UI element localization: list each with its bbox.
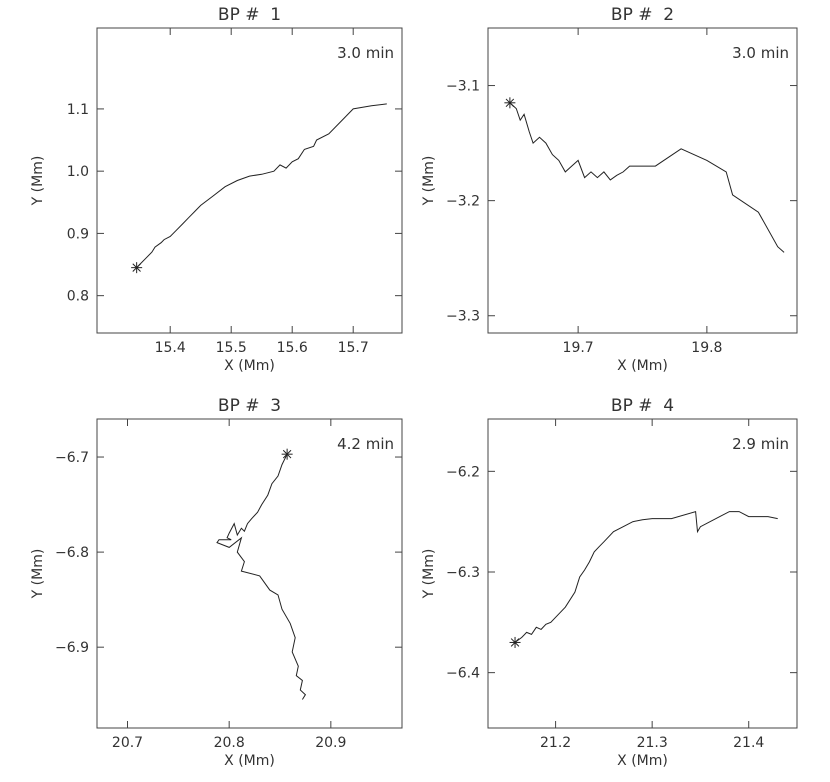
y-axis-label: Y (Mm) [30,156,46,207]
y-tick-label: 0.8 [67,289,89,305]
y-tick-label: −6.7 [55,450,89,466]
start-marker-asterisk [504,97,516,109]
y-tick-label: −3.3 [446,309,480,325]
x-tick-label: 20.9 [315,735,346,751]
plot-frame [487,418,798,729]
duration-label: 4.2 min [337,435,394,453]
start-marker-asterisk [131,262,143,274]
x-tick-label: 15.5 [216,340,247,356]
x-tick-label: 21.3 [637,735,668,751]
trajectory-line [136,103,387,268]
trajectory-line [509,102,785,253]
x-tick-label: 21.4 [733,735,764,751]
duration-label: 3.0 min [337,44,394,62]
panel-title: BP # 1 [218,5,281,25]
y-tick-label: 1.0 [67,164,89,180]
x-axis-label: X (Mm) [224,753,275,769]
y-tick-label: −6.4 [446,666,480,682]
plot-frame [487,27,798,334]
duration-label: 2.9 min [732,435,789,453]
x-tick-label: 15.7 [338,340,369,356]
trajectory-line [514,510,778,643]
y-axis-label: Y (Mm) [421,549,437,600]
x-tick-label: 15.6 [277,340,308,356]
plot-frame [96,418,403,729]
y-tick-label: 1.1 [67,102,89,118]
y-axis-label: Y (Mm) [30,549,46,600]
start-marker-asterisk [509,636,521,648]
panel-title: BP # 2 [611,5,674,25]
duration-label: 3.0 min [732,44,789,62]
y-tick-label: −6.9 [55,640,89,656]
y-tick-label: 0.9 [67,226,89,242]
start-marker-asterisk [281,448,293,460]
panel-bp-2: 19.7 19.8 −3.1 −3.2 −3.3 BP # 2 X (Mm) Y (Mm) 3.… [421,5,798,374]
panel-bp-4: 21.2 21.3 21.4 −6.2 −6.3 −6.4 BP # 4 X (Mm) Y (M… [421,396,798,769]
y-tick-label: −3.1 [446,79,480,95]
x-tick-label: 19.7 [563,340,594,356]
x-tick-label: 15.4 [155,340,186,356]
x-tick-label: 19.8 [691,340,722,356]
y-tick-label: −6.3 [446,565,480,581]
y-axis-label: Y (Mm) [421,156,437,207]
panel-title: BP # 4 [611,396,674,416]
panel-bp-3: 20.7 20.8 20.9 −6.7 −6.8 −6.9 BP # 3 X (Mm) Y (M… [30,396,403,769]
panel-title: BP # 3 [218,396,281,416]
y-tick-label: −6.2 [446,464,480,480]
x-axis-label: X (Mm) [617,358,668,374]
trajectory-line [216,453,307,700]
y-tick-label: −3.2 [446,194,480,210]
x-tick-label: 21.2 [540,735,571,751]
x-axis-label: X (Mm) [224,358,275,374]
y-tick-label: −6.8 [55,545,89,561]
panel-bp-1: 15.4 15.5 15.6 15.7 0.8 0.9 1.0 1.1 BP # 1 X (Mm)… [30,5,403,374]
x-tick-label: 20.8 [214,735,245,751]
x-axis-label: X (Mm) [617,753,668,769]
plot-frame [96,27,403,334]
x-tick-label: 20.7 [112,735,143,751]
